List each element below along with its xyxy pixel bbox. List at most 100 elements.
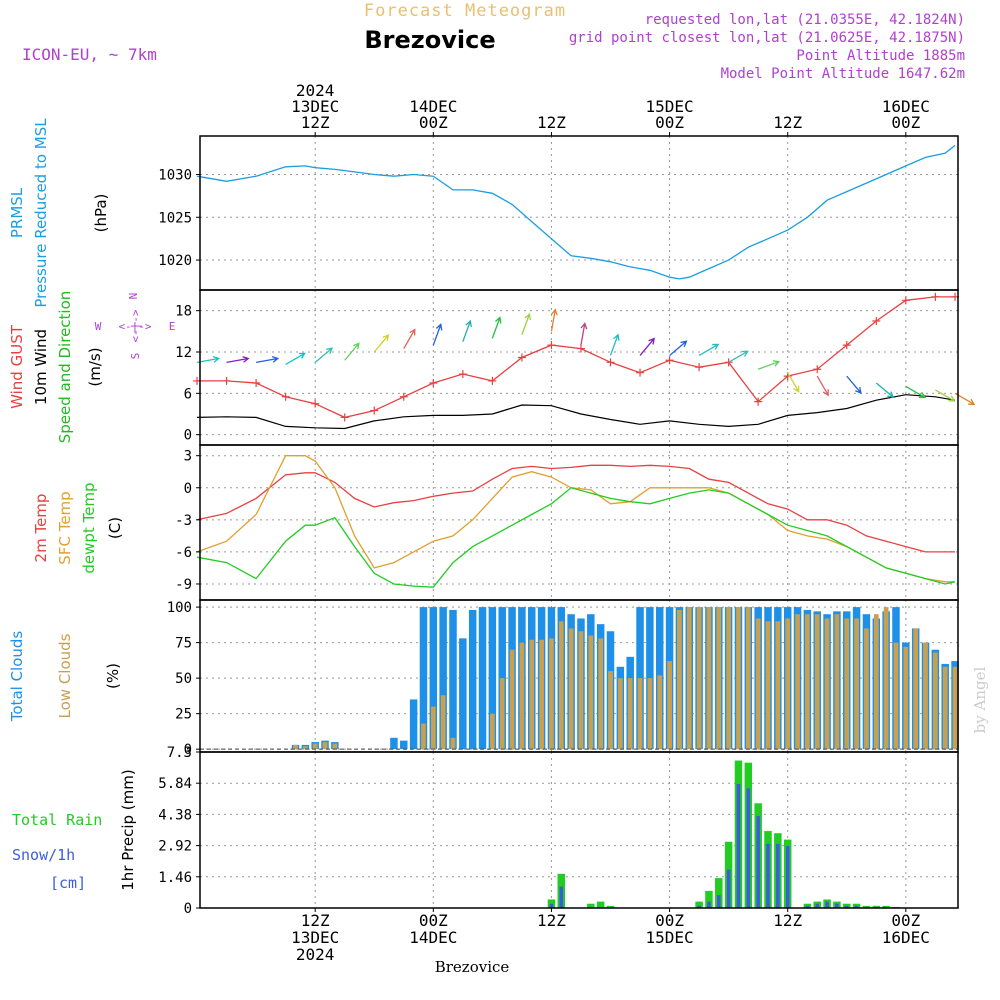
y-tick-label: 0 [184,742,192,758]
temp-sfc-axis-title: SFC Temp [56,491,74,564]
gust-marker [252,379,261,387]
top-time-label: 00Z [891,113,920,132]
y-tick-label: -6 [175,545,192,561]
gust-marker [281,392,290,401]
model-name: ICON-EU, ~ 7km [22,45,157,64]
gust-marker [695,363,704,372]
wind-direction-arrow [580,322,588,346]
panel-frame [199,751,959,909]
low-cloud-bar [568,628,574,750]
rain-bar [587,903,595,908]
rain-bar [596,901,605,908]
y-tick-label: -3 [175,513,192,529]
low-cloud-bar [450,737,456,750]
low-cloud-bar [529,639,535,750]
snow-bar [559,886,564,908]
wind-direction-arrow [698,343,720,357]
low-cloud-bar [302,746,308,750]
rain-bar [705,890,713,908]
grid-point-coords: grid point closest lon,lat (21.0625E, 42… [569,30,965,46]
low-cloud-bar [903,646,909,750]
snow-bar [697,905,701,908]
total-cloud-bar [468,609,477,750]
forecast-title: Forecast Meteogram [364,1,566,21]
bottom-time-label: 00Z [891,911,920,930]
low-cloud-bar [883,607,889,750]
gust-marker [872,317,881,325]
rain-bar [695,901,703,908]
watermark: by Angel [971,666,989,733]
low-cloud-bar [617,678,623,750]
wind-direction-arrow [550,308,558,332]
low-cloud-bar [588,635,594,750]
wind-direction-arrow [491,316,502,339]
wind-direction-arrow [432,323,443,346]
y-tick-label: 1020 [158,253,192,269]
gust-marker [576,344,585,353]
bottom-time-label: 00Z [655,911,684,930]
low-cloud-bar [824,618,830,750]
temp-unit: (C) [106,517,124,539]
wind-direction-arrow [373,334,390,353]
wind-direction-arrow [403,328,416,349]
snow-bar [785,846,790,908]
low-cloud-bar [549,638,554,750]
bottom-time-label: 13DEC [291,928,339,947]
y-tick-label: -9 [175,577,192,593]
top-time-label: 12Z [773,113,802,132]
bottom-time-label: 14DEC [409,928,457,947]
gust-marker [517,353,526,362]
pressure-axis-title: Pressure Reduced to MSL [32,118,50,308]
snow-bar [776,843,780,908]
gust-marker [547,341,556,350]
low-cloud-bar [519,642,525,750]
total-cloud-bar [488,607,497,750]
model-altitude: Model Point Altitude 1647.62m [721,66,965,82]
low-cloud-bar [686,607,692,750]
snow-bar [854,905,859,908]
compass-ew-arrow: <-|-> [118,320,151,333]
wind-axis-title: 10m Wind [32,329,50,405]
total-cloud-bar [429,607,438,750]
total-cloud-bar [478,607,487,750]
location-title: Brezovice [364,26,495,54]
bottom-time-label: 12Z [773,911,802,930]
temp-2m-line [196,464,955,553]
wind-direction-arrow [905,385,927,399]
wind-direction-arrow [787,372,800,393]
y-tick-label: 2.92 [158,839,192,855]
y-tick-label: 1030 [158,168,192,184]
y-tick-label: 6 [184,386,192,402]
wind-direction-arrow [875,382,895,399]
low-cloud-bar [322,742,328,750]
snow-bar [844,905,849,908]
gust-marker [636,368,645,377]
wind-direction-arrow [255,355,280,363]
gust-marker [399,392,408,401]
gust-marker [754,397,763,406]
low-cloud-bar [834,614,840,750]
low-cloud-bar [932,652,938,750]
bottom-time-label: 15DEC [645,928,693,947]
low-cloud-bar [854,618,859,750]
y-tick-label: 1025 [158,210,192,226]
y-tick-label: 12 [175,345,192,361]
low-cloud-bar [578,631,584,750]
total-cloud-bar [449,609,457,750]
low-cloud-bar [696,607,702,750]
low-cloud-bar [736,607,741,750]
snow-bar [717,895,721,908]
compass-e: E [169,320,176,333]
snow-bar [835,903,839,908]
low-cloud-bar [923,642,928,750]
y-tick-label: 75 [175,636,192,652]
low-cloud-bar [499,678,505,750]
low-cloud-bar [893,642,899,750]
gust-axis-title: Wind GUST [8,324,26,409]
bottom-time-label: 12Z [301,911,330,930]
top-time-label: 14DEC [409,97,457,116]
wind-direction-arrow [314,347,334,363]
low-cloud-bar [490,713,495,750]
wind-direction-arrow [669,340,688,356]
